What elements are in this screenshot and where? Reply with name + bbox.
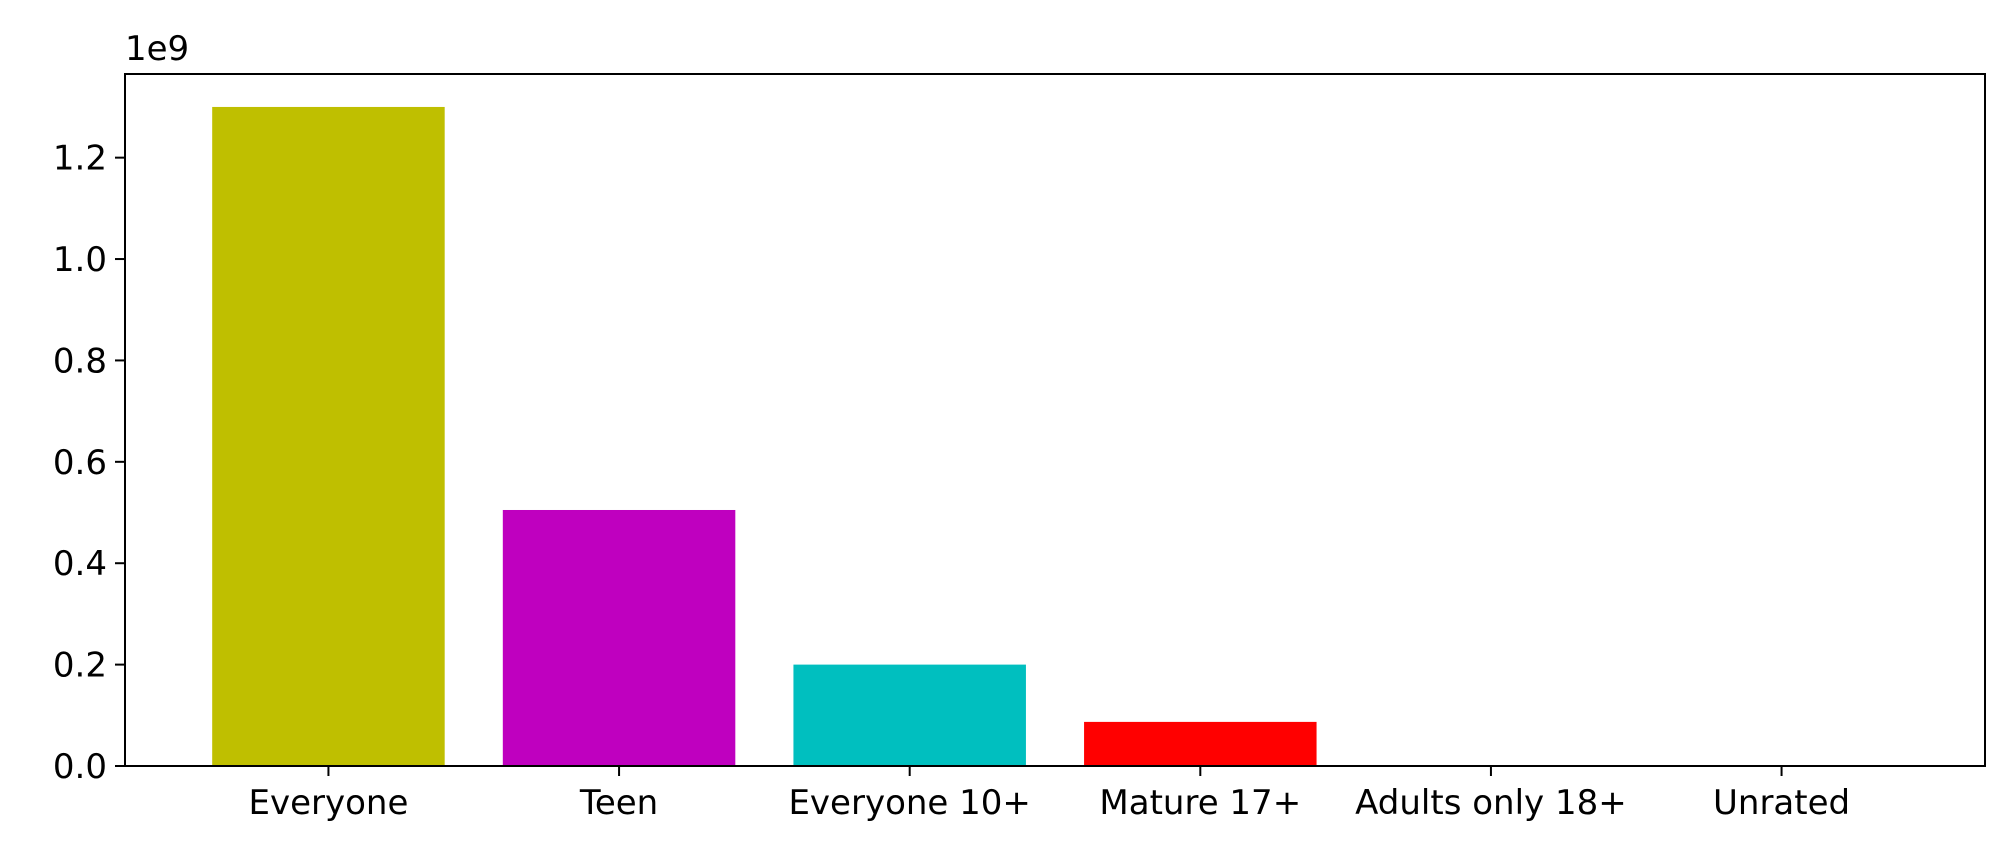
y-tick-label: 0.8 [53,341,107,381]
bar-everyone-10 [793,664,1026,766]
y-tick-label: 0.0 [53,747,107,787]
y-tick-label: 0.4 [53,544,107,584]
x-tick-label: Adults only 18+ [1355,783,1627,823]
y-tick-label: 0.6 [53,443,107,483]
x-axis-ticks: Everyone Teen Everyone 10+ Mature 17+ Adults… [248,766,1850,823]
y-axis-offset-label: 1e9 [125,29,189,69]
plot-area-frame [124,73,1986,767]
bar-teen [502,509,736,766]
bar-mature-17 [1084,721,1317,766]
x-tick-label: Teen [579,783,658,823]
y-tick-label: 1.0 [53,240,107,280]
bar-everyone [212,106,445,766]
y-tick-label: 0.2 [53,646,107,686]
x-tick-label: Everyone [248,783,408,823]
x-tick-label: Mature 17+ [1099,783,1301,823]
x-tick-label: Unrated [1713,783,1850,823]
x-tick-label: Everyone 10+ [788,783,1030,823]
y-tick-label: 1.2 [53,139,107,179]
bars-group [212,106,1317,766]
y-axis-ticks: 0.0 0.2 0.4 0.6 0.8 1.0 1.2 [53,139,125,787]
